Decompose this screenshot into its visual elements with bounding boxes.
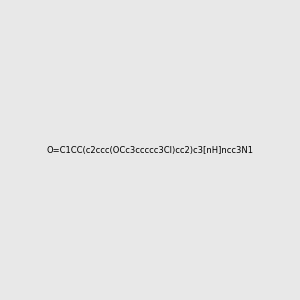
Text: O=C1CC(c2ccc(OCc3ccccc3Cl)cc2)c3[nH]ncc3N1: O=C1CC(c2ccc(OCc3ccccc3Cl)cc2)c3[nH]ncc3… [46,146,253,154]
